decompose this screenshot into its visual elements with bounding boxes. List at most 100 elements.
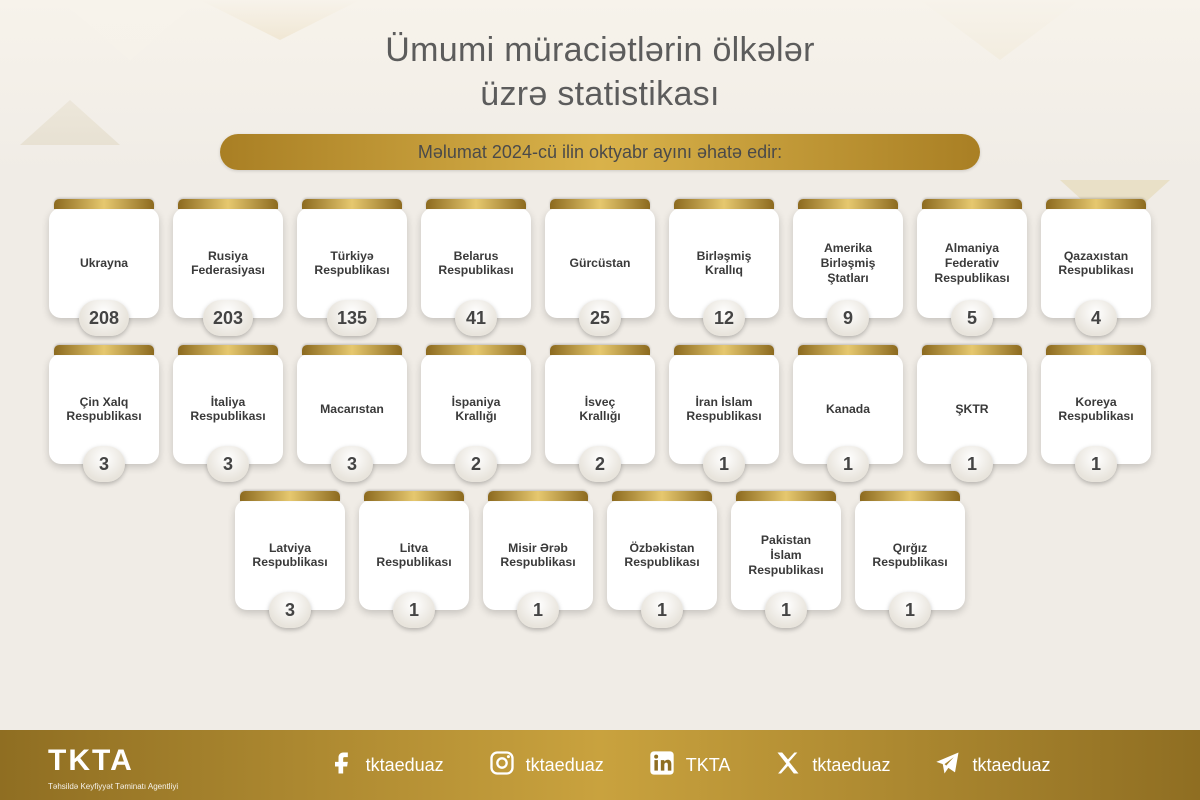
stat-card-value-badge: 1: [1075, 446, 1117, 482]
stat-card: PakistanİslamRespublikası1: [731, 500, 841, 610]
stat-card: LitvaRespublikası1: [359, 500, 469, 610]
stat-card-value-badge: 4: [1075, 300, 1117, 336]
stat-card-value: 208: [89, 308, 119, 329]
social-linkedin: TKTA: [648, 749, 731, 782]
cards-row-2: Çin XalqRespublikası3İtaliyaRespublikası…: [48, 354, 1152, 464]
stat-card-value-badge: 12: [703, 300, 745, 336]
stat-card-value-badge: 3: [207, 446, 249, 482]
stat-card-value: 203: [213, 308, 243, 329]
social-handle: tktaeduaz: [366, 755, 444, 776]
stat-card-label: AmerikaBirləşmişŞtatları: [821, 241, 876, 285]
cards-row-3: LatviyaRespublikası3LitvaRespublikası1Mi…: [48, 500, 1152, 610]
stat-card-label: BelarusRespublikası: [438, 249, 513, 278]
stat-card-value: 3: [285, 600, 295, 621]
stat-card-value-badge: 1: [951, 446, 993, 482]
stat-card-value-badge: 2: [579, 446, 621, 482]
stat-card-value-badge: 208: [79, 300, 129, 336]
stat-card-label: İran İslamRespublikası: [686, 395, 761, 424]
stat-card: RusiyaFederasiyası203: [173, 208, 283, 318]
stat-card-label: RusiyaFederasiyası: [191, 249, 265, 278]
stat-card: İsveçKrallığı2: [545, 354, 655, 464]
stat-card-value: 9: [843, 308, 853, 329]
stat-card: AlmaniyaFederativRespublikası5: [917, 208, 1027, 318]
stat-card: Ukrayna208: [49, 208, 159, 318]
stat-card-value-badge: 3: [269, 592, 311, 628]
stat-card: İspaniyaKrallığı2: [421, 354, 531, 464]
brand: TKTA Təhsildə Keyfiyyət Təminatı Agentli…: [48, 744, 178, 787]
stat-card-value: 25: [590, 308, 610, 329]
stat-card-value: 1: [843, 454, 853, 475]
stat-card-value-badge: 1: [517, 592, 559, 628]
stat-card: LatviyaRespublikası3: [235, 500, 345, 610]
stat-card-label: QazaxıstanRespublikası: [1058, 249, 1133, 278]
stat-card-value-badge: 9: [827, 300, 869, 336]
stat-card-value-badge: 25: [579, 300, 621, 336]
stat-card: Gürcüstan25: [545, 208, 655, 318]
stat-card-label: Çin XalqRespublikası: [66, 395, 141, 424]
stat-card-value-badge: 3: [83, 446, 125, 482]
stat-card-label: ŞKTR: [955, 402, 988, 417]
stat-card-label: PakistanİslamRespublikası: [748, 533, 823, 577]
stat-card-value-badge: 1: [765, 592, 807, 628]
stat-card: TürkiyəRespublikası135: [297, 208, 407, 318]
stat-card-value-badge: 2: [455, 446, 497, 482]
stat-card: ÖzbəkistanRespublikası1: [607, 500, 717, 610]
stat-card-label: Macarıstan: [320, 402, 384, 417]
stat-card: İran İslamRespublikası1: [669, 354, 779, 464]
header: Ümumi müraciətlərin ölkələr üzrə statist…: [0, 0, 1200, 178]
stat-card-label: Gürcüstan: [570, 256, 631, 271]
stat-card-value-badge: 1: [827, 446, 869, 482]
cards-grid: Ukrayna208RusiyaFederasiyası203TürkiyəRe…: [0, 178, 1200, 610]
stat-card-value: 4: [1091, 308, 1101, 329]
social-x: tktaeduaz: [774, 749, 890, 782]
stat-card-value: 1: [905, 600, 915, 621]
stat-card-value: 3: [99, 454, 109, 475]
social-handle: tktaeduaz: [812, 755, 890, 776]
subtitle-band: Məlumat 2024-cü ilin oktyabr ayını əhatə…: [220, 134, 980, 170]
stat-card-value: 1: [1091, 454, 1101, 475]
stat-card-value: 3: [223, 454, 233, 475]
stat-card-value: 1: [533, 600, 543, 621]
social-handle: tktaeduaz: [972, 755, 1050, 776]
stat-card-value: 1: [719, 454, 729, 475]
title-line-1: Ümumi müraciətlərin ölkələr: [385, 31, 814, 69]
stat-card-label: KoreyaRespublikası: [1058, 395, 1133, 424]
social-facebook: tktaeduaz: [328, 749, 444, 782]
stat-card-value: 5: [967, 308, 977, 329]
stat-card-value-badge: 41: [455, 300, 497, 336]
stat-card-value: 3: [347, 454, 357, 475]
cards-row-1: Ukrayna208RusiyaFederasiyası203TürkiyəRe…: [48, 208, 1152, 318]
stat-card-value: 1: [781, 600, 791, 621]
stat-card: QırğızRespublikası1: [855, 500, 965, 610]
brand-subtitle: Təhsildə Keyfiyyət Təminatı Agentliyi: [48, 782, 178, 791]
stat-card-value-badge: 203: [203, 300, 253, 336]
x-icon: [774, 749, 802, 782]
stat-card: Kanada1: [793, 354, 903, 464]
stat-card: ŞKTR1: [917, 354, 1027, 464]
facebook-icon: [328, 749, 356, 782]
stat-card-label: AlmaniyaFederativRespublikası: [934, 241, 1009, 285]
stat-card-label: LitvaRespublikası: [376, 541, 451, 570]
social-links: tktaeduaztktaeduazTKTAtktaeduaztktaeduaz: [226, 749, 1152, 782]
stat-card-label: LatviyaRespublikası: [252, 541, 327, 570]
stat-card: Misir ƏrəbRespublikası1: [483, 500, 593, 610]
stat-card-value-badge: 3: [331, 446, 373, 482]
stat-card: BirləşmişKrallıq12: [669, 208, 779, 318]
stat-card: AmerikaBirləşmişŞtatları9: [793, 208, 903, 318]
stat-card-label: Kanada: [826, 402, 870, 417]
stat-card-label: Misir ƏrəbRespublikası: [500, 541, 575, 570]
social-handle: TKTA: [686, 755, 731, 776]
brand-logo: TKTA: [48, 744, 178, 778]
stat-card-value: 2: [471, 454, 481, 475]
stat-card-value: 41: [466, 308, 486, 329]
title-line-2: üzrə statistikası: [480, 75, 719, 113]
stat-card-value-badge: 1: [393, 592, 435, 628]
stat-card: Çin XalqRespublikası3: [49, 354, 159, 464]
stat-card: KoreyaRespublikası1: [1041, 354, 1151, 464]
stat-card-value-badge: 1: [889, 592, 931, 628]
linkedin-icon: [648, 749, 676, 782]
stat-card-value: 135: [337, 308, 367, 329]
stat-card-label: İsveçKrallığı: [579, 395, 620, 424]
stat-card: Macarıstan3: [297, 354, 407, 464]
stat-card-value: 1: [967, 454, 977, 475]
